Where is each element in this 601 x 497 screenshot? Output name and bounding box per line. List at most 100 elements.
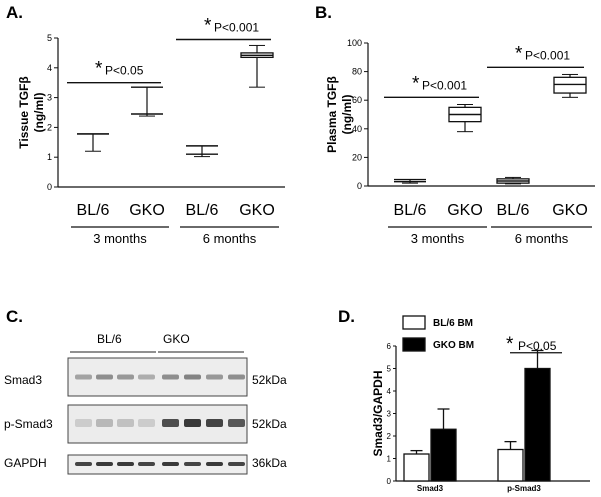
panel-label-d: D. bbox=[338, 307, 355, 326]
blot-band bbox=[184, 462, 201, 466]
blot-bands bbox=[75, 374, 245, 466]
chart-b: 0 20 40 60 80 100 Plasma TGFβ(ng/ml) BL/6 GKO BL/… bbox=[325, 38, 595, 246]
b-y-tick-label: 40 bbox=[352, 124, 362, 134]
b-y-tick-label: 0 bbox=[357, 181, 362, 191]
d-y-tick-label: 2 bbox=[387, 432, 392, 441]
blot-row-label-psmad3: p-Smad3 bbox=[4, 417, 53, 431]
d-legend-swatch bbox=[402, 315, 426, 330]
blot-band bbox=[228, 419, 245, 427]
a-y-tick-label: 5 bbox=[47, 33, 52, 43]
panel-label-c: C. bbox=[6, 307, 23, 326]
blot-band bbox=[138, 419, 155, 427]
a-group-label: 6 months bbox=[203, 231, 257, 246]
b-category-label: BL/6 bbox=[394, 202, 427, 219]
b-sig-text: P<0.001 bbox=[525, 48, 570, 62]
western-blot: BL/6 GKO Smad3 p-Smad3 GAPDH 52kDa 52kDa… bbox=[4, 332, 287, 475]
a-category-label: GKO bbox=[129, 202, 165, 219]
b-y-label-line2: (ng/ml) bbox=[340, 95, 354, 135]
chart-a: 0 1 2 3 4 5 Tissue TGFβ(ng/ml) BL/6 GKO BL/6 GKO 3 … bbox=[17, 15, 285, 246]
d-legend-label: GKO BM bbox=[433, 340, 474, 351]
d-category-label: p-Smad3 bbox=[507, 484, 541, 493]
d-bar bbox=[524, 367, 551, 482]
blot-strip-smad3 bbox=[67, 357, 248, 397]
blot-band bbox=[228, 462, 245, 466]
d-legend-swatch bbox=[402, 337, 426, 352]
d-y-tick-label: 6 bbox=[387, 342, 392, 351]
a-y-tick-label: 3 bbox=[47, 93, 52, 103]
a-sig-text: P<0.001 bbox=[214, 20, 259, 34]
blot-band bbox=[138, 462, 155, 466]
b-y-tick-label: 20 bbox=[352, 152, 362, 162]
a-category-label: BL/6 bbox=[186, 202, 219, 219]
b-group-label: 3 months bbox=[411, 231, 465, 246]
b-sig-star: * bbox=[412, 73, 420, 94]
a-group-label: 3 months bbox=[93, 231, 147, 246]
b-group-label: 6 months bbox=[515, 231, 569, 246]
b-sig-text: P<0.001 bbox=[422, 78, 467, 92]
a-category-label: BL/6 bbox=[77, 202, 110, 219]
b-category-label: BL/6 bbox=[497, 202, 530, 219]
blot-band bbox=[96, 462, 113, 466]
blot-band bbox=[96, 374, 113, 380]
a-y-tick-label: 0 bbox=[47, 182, 52, 192]
blot-group-label-gko: GKO bbox=[163, 332, 190, 346]
d-y-tick-label: 5 bbox=[387, 365, 392, 374]
a-y-label: Tissue TGFβ(ng/ml) bbox=[17, 76, 46, 148]
blot-band bbox=[162, 419, 179, 427]
a-sig-text: P<0.05 bbox=[105, 64, 144, 78]
blot-band bbox=[184, 419, 201, 427]
d-y-tick-label: 0 bbox=[387, 477, 392, 486]
d-bar bbox=[403, 453, 430, 482]
b-sig-star: * bbox=[515, 43, 523, 64]
b-y-tick-label: 100 bbox=[347, 38, 362, 48]
blot-strip-gapdh bbox=[67, 454, 248, 475]
blot-group-label-bl6: BL/6 bbox=[97, 332, 122, 346]
blot-kda-gapdh: 36kDa bbox=[252, 456, 287, 470]
a-sig-star: * bbox=[95, 59, 103, 80]
blot-band bbox=[206, 419, 223, 427]
chart-d: 0 1 2 3 4 5 6 Smad3/GAPDH Smad3 p-Smad3 BL/6 BM GKO… bbox=[371, 315, 590, 493]
blot-band bbox=[75, 462, 92, 466]
b-y-tick-label: 60 bbox=[352, 95, 362, 105]
blot-band bbox=[206, 462, 223, 466]
blot-band bbox=[96, 419, 113, 427]
blot-row-label-gapdh: GAPDH bbox=[4, 456, 47, 470]
blot-band bbox=[138, 374, 155, 380]
blot-band bbox=[228, 374, 245, 380]
d-sig-star: * bbox=[506, 334, 514, 355]
blot-band bbox=[117, 374, 134, 380]
blot-kda-psmad3: 52kDa bbox=[252, 417, 287, 431]
a-y-tick-label: 4 bbox=[47, 63, 52, 73]
d-y-tick-label: 4 bbox=[387, 387, 392, 396]
b-y-label: Plasma TGFβ(ng/ml) bbox=[325, 76, 354, 153]
b-category-label: GKO bbox=[552, 202, 588, 219]
b-category-label: GKO bbox=[447, 202, 483, 219]
blot-band bbox=[117, 462, 134, 466]
d-y-label: Smad3/GAPDH bbox=[371, 370, 385, 456]
blot-band bbox=[184, 374, 201, 380]
b-y-tick-label: 80 bbox=[352, 67, 362, 77]
blot-band bbox=[117, 419, 134, 427]
d-legend-label: BL/6 BM bbox=[433, 318, 473, 329]
blot-band bbox=[75, 374, 92, 380]
d-bar bbox=[497, 448, 524, 482]
d-y-tick-label: 1 bbox=[387, 455, 392, 464]
a-sig-star: * bbox=[204, 15, 212, 36]
b-box bbox=[553, 76, 587, 94]
panel-label-b: B. bbox=[315, 3, 332, 22]
d-sig-text: P<0.05 bbox=[518, 339, 557, 353]
blot-band bbox=[75, 419, 92, 427]
d-y-tick-label: 3 bbox=[387, 410, 392, 419]
a-y-label-line2: (ng/ml) bbox=[32, 93, 46, 133]
panel-label-a: A. bbox=[6, 3, 23, 22]
a-y-tick-label: 2 bbox=[47, 122, 52, 132]
d-bar bbox=[430, 428, 457, 482]
blot-row-label-smad3: Smad3 bbox=[4, 373, 42, 387]
a-y-label-line1: Tissue TGFβ bbox=[17, 76, 31, 148]
blot-band bbox=[162, 462, 179, 466]
a-y-tick-label: 1 bbox=[47, 152, 52, 162]
d-category-label: Smad3 bbox=[417, 484, 444, 493]
a-category-label: GKO bbox=[239, 202, 275, 219]
blot-band bbox=[206, 374, 223, 380]
